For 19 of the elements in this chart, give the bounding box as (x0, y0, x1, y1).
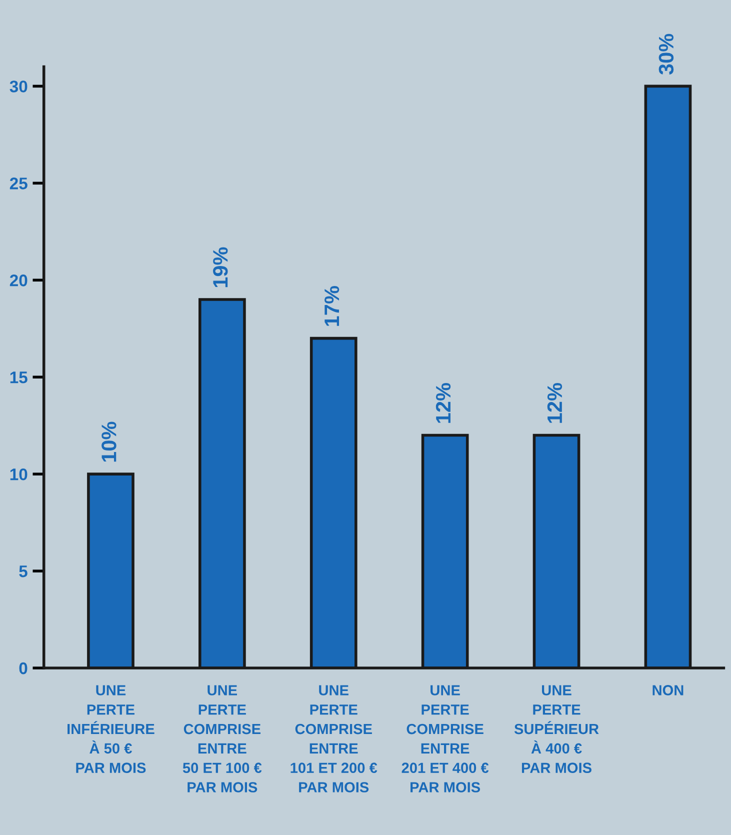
y-tick-label: 10 (10, 468, 28, 480)
x-tick-label: UNE PERTE SUPÉRIEUR À 400 € PAR MOIS (514, 685, 599, 774)
x-tick-label: UNE PERTE COMPRISE ENTRE 201 ET 400 € PAR MOIS (402, 685, 489, 792)
data-label: 12% (436, 383, 451, 423)
data-label: 19% (213, 247, 228, 288)
x-tick-label: UNE PERTE INFÉRIEURE À 50 € PAR MOIS (68, 685, 154, 774)
x-tick-label: NON (652, 685, 684, 696)
y-tick-label: 30 (10, 80, 28, 92)
y-tick-label: 20 (10, 274, 28, 286)
y-tick-label: 5 (19, 566, 28, 578)
data-label: 10% (102, 422, 116, 462)
x-tick-label: UNE PERTE COMPRISE ENTRE 101 ET 200 € PAR MOIS (290, 685, 378, 792)
y-tick-label: 15 (10, 372, 28, 384)
y-tick-label: 25 (10, 178, 28, 190)
x-tick-label: UNE PERTE COMPRISE ENTRE 50 ET 100 € PAR MOIS (182, 685, 262, 792)
data-label: 12% (547, 383, 562, 423)
data-label: 30% (658, 34, 674, 75)
data-label: 17% (324, 286, 340, 326)
y-tick-label: 0 (19, 662, 28, 674)
